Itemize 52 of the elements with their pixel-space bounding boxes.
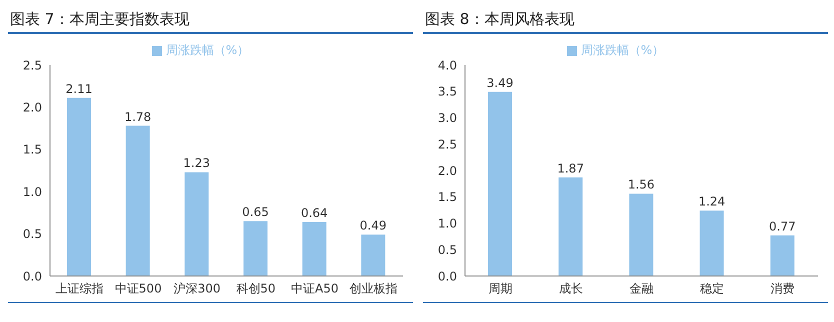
- data-label: 1.87: [557, 161, 584, 176]
- y-tick-label: 2.5: [438, 137, 457, 152]
- bar: [770, 235, 794, 276]
- x-tick-label: 周期: [488, 282, 512, 296]
- legend-label: 周涨跌幅（%）: [580, 43, 664, 57]
- y-tick-label: 1.5: [438, 190, 457, 204]
- y-tick-label: 0.5: [438, 242, 457, 257]
- bar: [488, 92, 512, 276]
- data-label: 1.78: [124, 110, 152, 124]
- x-tick-label: 科创50: [236, 282, 276, 296]
- data-label: 0.65: [242, 205, 269, 220]
- data-label: 1.23: [183, 156, 210, 170]
- bar: [629, 194, 654, 276]
- x-tick-label: 稳定: [700, 282, 724, 296]
- y-tick-label: 2.0: [438, 164, 457, 178]
- bar: [126, 126, 150, 276]
- y-tick-label: 0.5: [22, 227, 42, 242]
- bar: [700, 210, 724, 276]
- data-label: 1.24: [698, 194, 726, 209]
- y-tick-label: 2.0: [22, 100, 42, 114]
- y-tick-label: 3.5: [438, 84, 457, 99]
- legend-label: 周涨跌幅（%）: [166, 43, 250, 57]
- bar: [244, 221, 268, 276]
- y-tick-label: 1.0: [22, 184, 42, 199]
- x-tick-label: 创业板指: [350, 282, 398, 296]
- data-label: 3.49: [486, 76, 514, 90]
- x-tick-label: 成长: [558, 282, 583, 296]
- y-tick-label: 3.0: [438, 111, 457, 126]
- y-tick-label: 0.0: [438, 269, 457, 284]
- chart-title: 图表 8：本周风格表现: [423, 8, 828, 34]
- y-tick-label: 4.0: [438, 58, 457, 72]
- data-label: 0.49: [360, 218, 387, 233]
- data-label: 0.64: [300, 206, 328, 220]
- chart-title: 图表 7：本周主要指数表现: [8, 8, 413, 34]
- bar: [302, 222, 326, 276]
- x-tick-label: 中证A50: [291, 282, 338, 296]
- x-tick-label: 消费: [770, 282, 795, 296]
- y-tick-label: 1.0: [438, 216, 457, 231]
- bar: [558, 177, 583, 276]
- x-tick-label: 上证综指: [55, 282, 104, 296]
- y-tick-label: 0.0: [22, 269, 42, 284]
- data-label: 1.56: [628, 178, 655, 192]
- y-tick-label: 1.5: [22, 142, 42, 157]
- data-label: 0.77: [769, 219, 796, 234]
- y-tick-label: 2.5: [22, 58, 42, 72]
- data-label: 2.11: [66, 82, 92, 96]
- x-tick-label: 沪深300: [174, 282, 221, 296]
- bar: [184, 172, 209, 276]
- x-tick-label: 中证500: [114, 282, 162, 296]
- bar: [361, 234, 386, 276]
- x-tick-label: 金融: [630, 282, 654, 296]
- bar: [67, 98, 91, 276]
